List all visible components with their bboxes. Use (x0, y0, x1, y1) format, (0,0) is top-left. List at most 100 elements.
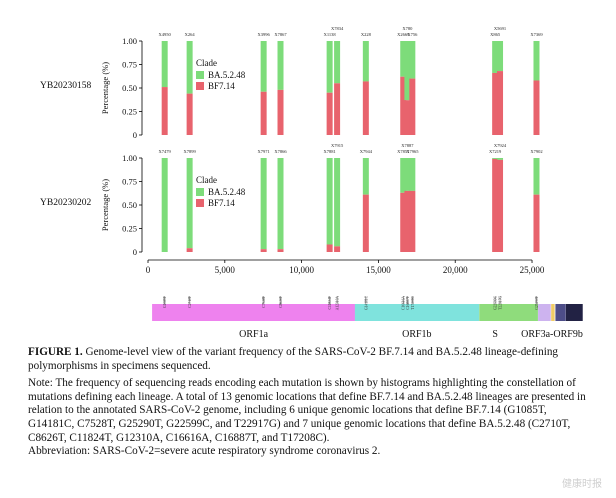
bar-top-label: X7867 (274, 32, 287, 37)
bar-top-label: X7834 (331, 26, 344, 31)
bar-ba-5-2-48 (277, 41, 284, 90)
bar-top-label: X264 (185, 32, 196, 37)
gene-block (354, 304, 480, 321)
bar-bf-7-14 (492, 72, 499, 135)
y-tick-label: 0.75 (122, 177, 137, 187)
bar-bf-7-14 (400, 192, 407, 252)
gene-label: ORF3a-ORF9b (521, 329, 583, 340)
bar-bf-7-14 (362, 194, 369, 252)
bar-bf-7-14 (334, 246, 341, 252)
bar-top-label: X228 (361, 32, 372, 37)
bar-top-label: X780 (402, 26, 413, 31)
bar-top-label: X7219 (489, 149, 502, 154)
bar-ba-5-2-48 (400, 158, 407, 193)
bar-bf-7-14 (497, 159, 504, 252)
mutation-label: G1085T (163, 295, 167, 308)
gene-block (555, 304, 566, 321)
mutation-label: C2710T (188, 295, 192, 308)
bar-ba-5-2-48 (362, 158, 369, 195)
y-tick-label: 0.75 (122, 60, 137, 70)
bar-top-label: X7965 (406, 149, 419, 154)
bar-bf-7-14 (277, 89, 284, 135)
bar-bf-7-14 (533, 194, 540, 252)
bar-ba-5-2-48 (186, 158, 193, 249)
legend-title: Clade (196, 58, 217, 68)
bar-bf-7-14 (362, 81, 369, 135)
legend-title: Clade (196, 175, 217, 185)
legend-entry: BA.5.2.48 (208, 70, 246, 80)
bar-ba-5-2-48 (260, 158, 267, 250)
sample-name: YB20230158 (40, 81, 91, 91)
bar-bf-7-14 (497, 71, 504, 135)
bar-ba-5-2-48 (533, 41, 540, 81)
bar-top-label: X2669 (397, 32, 410, 37)
bar-bf-7-14 (260, 91, 267, 135)
bar-bf-7-14 (409, 78, 416, 135)
y-tick-label: 0 (133, 130, 137, 140)
bar-bf-7-14 (326, 244, 333, 252)
gene-block (551, 304, 555, 321)
variant-frequency-chart: YB20230158 Percentage (%) 0 0.25 0.50 0.75 1.0… (40, 26, 583, 340)
x-tick-label: 20,000 (443, 265, 468, 275)
legend-swatch (196, 71, 204, 79)
sample-name: YB20230202 (40, 198, 91, 208)
bar-top-label: X1138 (324, 32, 337, 37)
bar-top-label: X7851 (397, 149, 409, 154)
mutation-label: G22599C (494, 295, 498, 310)
y-axis-label: Percentage (%) (100, 62, 110, 114)
bar-ba-5-2-48 (334, 41, 341, 84)
bar-bf-7-14 (326, 92, 333, 135)
mutation-label: C16616A (402, 296, 406, 310)
bar-ba-5-2-48 (326, 41, 333, 93)
gene-block (152, 304, 356, 321)
figure-note: Note: The frequency of sequencing reads … (28, 377, 586, 444)
caption-heading: FIGURE 1. Genome-level view of the varia… (28, 346, 588, 373)
x-tick-label: 5,000 (215, 265, 236, 275)
bar-bf-7-14 (277, 249, 284, 252)
bar-ba-5-2-48 (186, 41, 193, 94)
legend-swatch (196, 188, 204, 196)
bar-top-label: X7479 (159, 149, 172, 154)
x-tick-label: 15,000 (366, 265, 391, 275)
bar-top-label: X756 (407, 32, 418, 37)
gene-block (565, 304, 583, 321)
bar-bf-7-14 (533, 80, 540, 135)
mutation-label: G14181C (364, 295, 368, 310)
gene-block (479, 304, 538, 321)
mutation-label: G25290T (535, 295, 539, 310)
y-tick-label: 0 (133, 247, 137, 257)
x-tick-label: 0 (146, 265, 151, 275)
legend-entry: BA.5.2.48 (208, 187, 246, 197)
bar-top-label: X7944 (360, 149, 373, 154)
x-tick-label: 10,000 (289, 265, 314, 275)
bar-top-label: X7902 (530, 149, 542, 154)
x-tick-label: 25,000 (520, 265, 545, 275)
mutation-label: C7528T (262, 295, 266, 308)
y-tick-label: 0.50 (122, 83, 137, 93)
bar-top-label: X7899 (184, 149, 197, 154)
mutation-label: C8626T (279, 295, 283, 308)
bar-bf-7-14 (404, 100, 411, 135)
y-axis-label: Percentage (%) (100, 179, 110, 231)
bar-bf-7-14 (260, 249, 267, 252)
figure-caption: FIGURE 1. Genome-level view of the varia… (28, 346, 588, 459)
bar-ba-5-2-48 (492, 41, 499, 73)
y-tick-label: 0.25 (122, 224, 137, 234)
gene-label: ORF1a (239, 329, 268, 340)
y-tick-label: 0.25 (122, 107, 137, 117)
bar-top-label: X7924 (494, 143, 507, 148)
bar-top-label: X5691 (494, 26, 506, 31)
figure-abbreviation: Abbreviation: SARS-CoV-2=severe acute re… (28, 445, 381, 458)
figure-title: Genome-level view of the variant frequen… (28, 346, 559, 372)
bar-top-label: X4950 (159, 32, 172, 37)
bar-bf-7-14 (400, 76, 407, 135)
bar-bf-7-14 (404, 190, 411, 252)
bar-ba-5-2-48 (497, 41, 504, 72)
bar-top-label: X7971 (258, 149, 270, 154)
bar-bf-7-14 (186, 248, 193, 252)
bar-ba-5-2-48 (404, 158, 411, 191)
bar-bf-7-14 (161, 87, 168, 135)
bar-bf-7-14 (409, 190, 416, 252)
mutation-label: C11824T (328, 295, 332, 309)
